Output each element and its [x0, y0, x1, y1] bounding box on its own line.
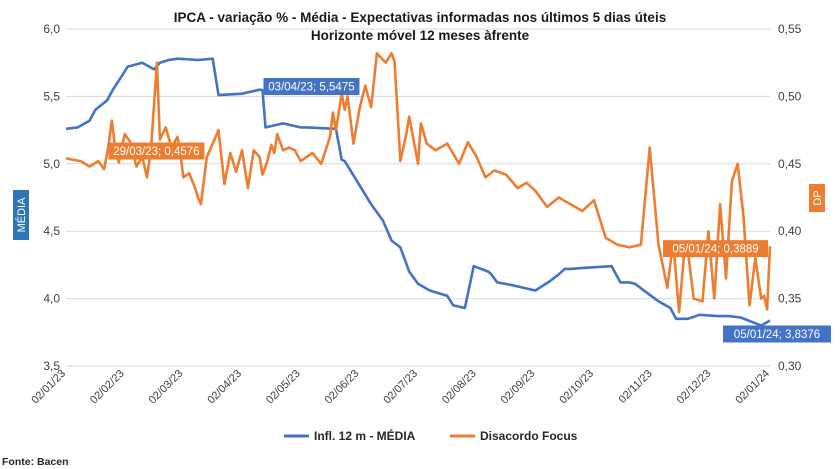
- y-tick-right: 0,35: [778, 292, 802, 306]
- y-tick-right: 0,45: [778, 157, 802, 171]
- y-tick-right: 0,55: [778, 22, 802, 36]
- data-label-box: [723, 325, 831, 343]
- right-axis-badge: DP: [809, 184, 825, 212]
- data-label-box: [663, 240, 768, 258]
- source-note: Fonte: Bacen: [2, 456, 69, 468]
- annotations: 03/04/23; 5,5475 29/03/23; 0,4576 05/01/24…: [108, 77, 831, 343]
- y-tick-right: 0,50: [778, 89, 802, 103]
- x-tick-label: 02/06/23: [323, 368, 362, 407]
- series-line-media: [65, 57, 771, 327]
- y-tick-right: 0,40: [778, 224, 802, 238]
- right-axis-ticks: 0,30 0,35 0,40 0,45 0,50 0,55: [778, 22, 802, 373]
- x-tick-label: 02/05/23: [264, 368, 303, 407]
- data-label-text: 05/01/24; 0,3889: [672, 244, 758, 256]
- x-axis-ticks: 02/01/23 02/02/23 02/03/23 02/04/23 02/05/23…: [29, 368, 772, 407]
- data-label-text: 03/04/23; 5,5475: [268, 81, 354, 93]
- y-tick-left: 5,5: [43, 89, 60, 103]
- series-lines: [65, 52, 772, 327]
- y-tick-left: 5,0: [43, 157, 60, 171]
- x-tick-label: 02/04/23: [205, 368, 244, 407]
- legend-label-media: Infl. 12 m - MÉDIA: [314, 428, 416, 443]
- legend: Infl. 12 m - MÉDIA Disacordo Focus: [284, 428, 578, 443]
- data-label: 05/01/24; 0,3889: [663, 240, 768, 258]
- x-tick-label: 02/09/23: [499, 368, 538, 407]
- left-axis-label: MÉDIA: [15, 197, 28, 233]
- y-tick-right: 0,30: [778, 359, 802, 373]
- data-label-text: 29/03/23; 0,4576: [113, 146, 199, 158]
- data-label: 05/01/24; 3,8376: [723, 325, 831, 343]
- y-tick-left: 3,5: [43, 359, 60, 373]
- y-tick-left: 4,0: [43, 292, 60, 306]
- legend-label-dp: Disacordo Focus: [480, 429, 578, 443]
- y-tick-left: 4,5: [43, 224, 60, 238]
- data-label-box: [108, 142, 205, 160]
- x-tick-label: 02/07/23: [381, 368, 420, 407]
- x-tick-label: 02/01/24: [733, 368, 772, 407]
- y-tick-left: 6,0: [43, 22, 60, 36]
- chart-title: IPCA - variação % - Média - Expectativas…: [174, 10, 666, 25]
- data-label-text: 05/01/24; 3,8376: [734, 329, 820, 341]
- right-axis-label: DP: [812, 190, 824, 205]
- x-tick-label: 02/10/23: [557, 368, 596, 407]
- data-label: 29/03/23; 0,4576: [108, 142, 205, 160]
- left-axis-ticks: 3,5 4,0 4,5 5,0 5,5 6,0: [43, 22, 60, 373]
- x-tick-label: 02/11/23: [617, 368, 655, 406]
- data-label: 03/04/23; 5,5475: [263, 77, 360, 95]
- x-tick-label: 02/03/23: [147, 368, 186, 407]
- x-tick-label: 02/01/23: [29, 368, 68, 407]
- series-line-dp: [65, 52, 772, 314]
- chart-subtitle: Horizonte móvel 12 meses àfrente: [311, 28, 530, 43]
- x-tick-label: 02/08/23: [440, 368, 479, 407]
- data-label-box: [263, 77, 360, 95]
- gridlines: [66, 28, 770, 367]
- x-tick-label: 02/02/23: [88, 368, 127, 407]
- left-axis-badge: MÉDIA: [13, 190, 29, 240]
- x-tick-label: 02/12/23: [675, 368, 714, 407]
